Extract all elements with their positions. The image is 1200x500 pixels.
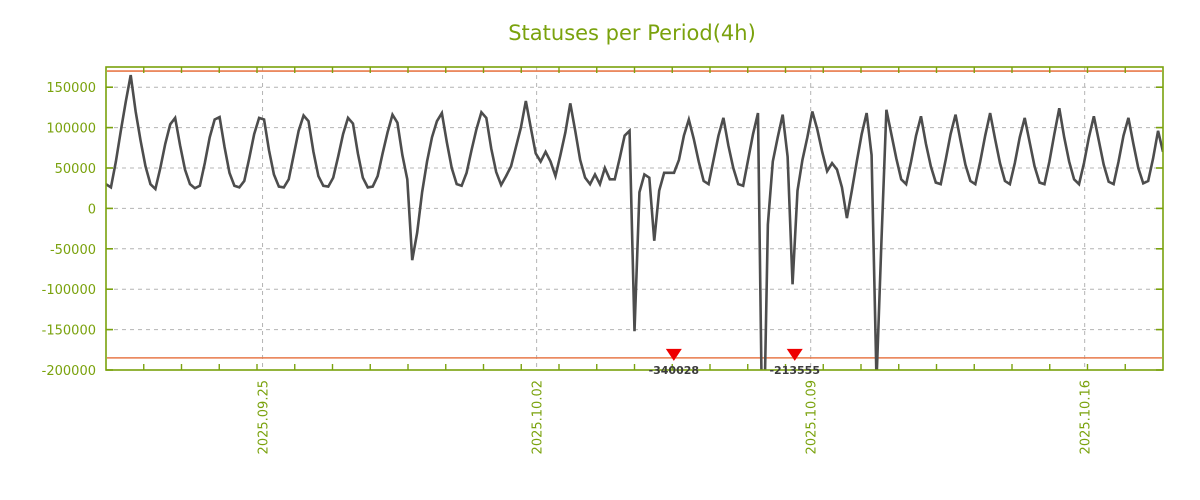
annotation-value-label: -340028	[649, 364, 700, 377]
y-axis-tick-label: 50000	[55, 162, 96, 177]
annotation-value-label: -213555	[769, 364, 820, 377]
x-axis-tick-label: 2025.09.25	[257, 380, 272, 454]
x-axis-tick-label: 2025.10.02	[531, 380, 546, 454]
y-axis-tick-label: -50000	[50, 243, 96, 258]
chart-title: Statuses per Period(4h)	[508, 21, 756, 45]
annotation-min-2: -213555	[769, 348, 820, 377]
x-axis: 2025.09.25 2025.10.02 2025.10.09 2025.10.16	[143, 67, 1126, 454]
y-axis-tick-label: -200000	[42, 364, 96, 379]
series-line-statuses	[106, 74, 1163, 370]
min-marker-triangle-icon	[665, 348, 682, 361]
annotations: -340028 -213555	[649, 348, 820, 377]
y-axis-tick-label: 150000	[46, 81, 96, 96]
y-axis-tick-label: -100000	[42, 283, 96, 298]
annotation-min-1: -340028	[649, 348, 700, 377]
y-axis-tick-label: 0	[88, 202, 96, 217]
y-axis-tick-label: 100000	[46, 122, 96, 137]
min-marker-triangle-icon	[786, 348, 803, 361]
y-axis-tick-label: -150000	[42, 324, 96, 339]
y-axis: 150000 100000 50000 0 -50000 -100000 -150000 -2…	[42, 81, 1163, 379]
x-axis-tick-label: 2025.10.16	[1079, 380, 1094, 454]
x-axis-tick-label: 2025.10.09	[805, 380, 820, 454]
